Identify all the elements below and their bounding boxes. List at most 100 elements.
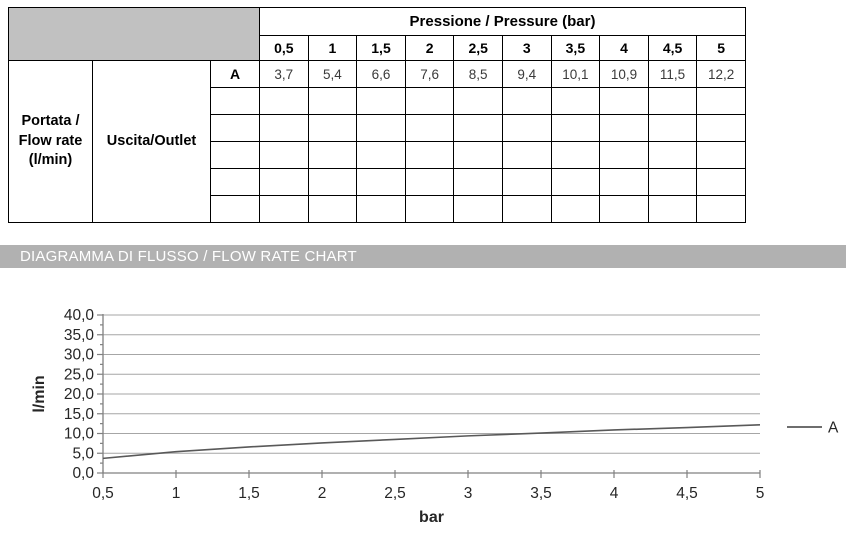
value-cell-r0-c0: 3,7 — [259, 60, 309, 88]
x-tick-label: 1,5 — [238, 485, 260, 502]
y-tick-label: 40,0 — [64, 307, 95, 324]
value-cell-r4-c8 — [647, 168, 698, 196]
section-banner: DIAGRAMMA DI FLUSSO / FLOW RATE CHART — [0, 245, 846, 268]
y-axis-title: l/min — [31, 375, 48, 412]
value-cell-r2-c7 — [599, 114, 649, 142]
x-tick-label: 3 — [464, 485, 473, 502]
value-cell-r2-c0 — [259, 114, 309, 142]
x-axis-title: bar — [419, 509, 444, 526]
flow-rate-chart: 0,0 5,0 10,0 15,0 20,0 25,0 30,0 35,0 40,0 0,5 1 1,… — [31, 307, 839, 526]
value-cell-r4-c9 — [696, 168, 746, 196]
legend-label-A: A — [828, 420, 839, 437]
x-tick-label: 2 — [318, 485, 327, 502]
value-cell-r3-c4 — [453, 141, 503, 169]
row-label-2 — [209, 114, 261, 142]
value-cell-r0-c3: 7,6 — [404, 60, 455, 88]
x-tick-label: 2,5 — [384, 485, 406, 502]
value-cell-r2-c1 — [307, 114, 358, 142]
x-tick-label: 3,5 — [530, 485, 552, 502]
x-tick-label: 1 — [172, 485, 181, 502]
section-banner-title: DIAGRAMMA DI FLUSSO / FLOW RATE CHART — [20, 248, 357, 265]
value-cell-r1-c4 — [453, 87, 503, 115]
value-cell-r5-c7 — [599, 195, 649, 223]
table-body: Pressione / Pressure (bar) 0,5 1 1,5 2 2,5 3 3,… — [7, 7, 746, 223]
x-tick-label: 4 — [610, 485, 619, 502]
pressure-col-8: 4,5 — [647, 35, 698, 61]
value-cell-r5-c9 — [696, 195, 746, 223]
row-label-5 — [209, 195, 261, 223]
value-cell-r3-c3 — [404, 141, 455, 169]
value-cell-r0-c9: 12,2 — [696, 60, 746, 88]
row-label-4 — [209, 168, 261, 196]
flow-rate-table: Pressione / Pressure (bar) 0,5 1 1,5 2 2,5 3 3,… — [7, 7, 746, 223]
value-cell-r5-c2 — [356, 195, 406, 223]
value-cell-r3-c1 — [307, 141, 358, 169]
y-tick-label: 20,0 — [64, 386, 95, 403]
value-cell-r2-c9 — [696, 114, 746, 142]
y-tick-label: 15,0 — [64, 406, 95, 423]
y-tick-label: 30,0 — [64, 347, 95, 364]
value-cell-r0-c8: 11,5 — [647, 60, 698, 88]
value-cell-r5-c0 — [259, 195, 309, 223]
value-cell-r1-c0 — [259, 87, 309, 115]
pressure-col-7: 4 — [599, 35, 649, 61]
pressure-col-0: 0,5 — [259, 35, 309, 61]
pressure-col-6: 3,5 — [550, 35, 601, 61]
value-cell-r3-c0 — [259, 141, 309, 169]
value-cell-r1-c3 — [404, 87, 455, 115]
value-cell-r0-c7: 10,9 — [599, 60, 649, 88]
pressure-col-3: 2 — [404, 35, 455, 61]
x-tick-label: 5 — [756, 485, 765, 502]
value-cell-r1-c7 — [599, 87, 649, 115]
pressure-col-4: 2,5 — [453, 35, 503, 61]
y-tick-label: 35,0 — [64, 327, 95, 344]
value-cell-r3-c7 — [599, 141, 649, 169]
value-cell-r4-c4 — [453, 168, 503, 196]
value-cell-r0-c5: 9,4 — [501, 60, 552, 88]
value-cell-r1-c6 — [550, 87, 601, 115]
value-cell-r2-c8 — [647, 114, 698, 142]
value-cell-r5-c4 — [453, 195, 503, 223]
value-cell-r1-c8 — [647, 87, 698, 115]
value-cell-r1-c2 — [356, 87, 406, 115]
row-label-0: A — [209, 60, 261, 88]
value-cell-r3-c2 — [356, 141, 406, 169]
row-label-3 — [209, 141, 261, 169]
value-cell-r1-c1 — [307, 87, 358, 115]
pressure-col-9: 5 — [696, 35, 746, 61]
value-cell-r4-c0 — [259, 168, 309, 196]
value-cell-r2-c5 — [501, 114, 552, 142]
y-tick-label: 0,0 — [72, 465, 94, 482]
value-cell-r3-c6 — [550, 141, 601, 169]
value-cell-r2-c6 — [550, 114, 601, 142]
value-cell-r0-c1: 5,4 — [307, 60, 358, 88]
value-cell-r5-c6 — [550, 195, 601, 223]
value-cell-r5-c8 — [647, 195, 698, 223]
value-cell-r2-c3 — [404, 114, 455, 142]
value-cell-r5-c5 — [501, 195, 552, 223]
pressure-header-cell: Pressione / Pressure (bar) — [259, 7, 746, 36]
pressure-col-5: 3 — [501, 35, 552, 61]
y-tick-label: 10,0 — [64, 426, 95, 443]
value-cell-r2-c2 — [356, 114, 406, 142]
value-cell-r3-c8 — [647, 141, 698, 169]
value-cell-r4-c1 — [307, 168, 358, 196]
flow-rate-chart-container: 0,0 5,0 10,0 15,0 20,0 25,0 30,0 35,0 40,0 0,5 1 1,… — [0, 296, 846, 536]
value-cell-r2-c4 — [453, 114, 503, 142]
pressure-col-2: 1,5 — [356, 35, 406, 61]
value-cell-r3-c5 — [501, 141, 552, 169]
x-tick-label: 4,5 — [676, 485, 698, 502]
value-cell-r1-c9 — [696, 87, 746, 115]
value-cell-r5-c3 — [404, 195, 455, 223]
y-tick-label: 5,0 — [72, 445, 94, 462]
value-cell-r4-c7 — [599, 168, 649, 196]
series-line-A — [102, 424, 761, 460]
value-cell-r0-c6: 10,1 — [550, 60, 601, 88]
pressure-col-1: 1 — [307, 35, 358, 61]
value-cell-r0-c2: 6,6 — [356, 60, 406, 88]
row-label-1 — [209, 87, 261, 115]
flow-rate-row-header: Portata / Flow rate (l/min) — [8, 60, 93, 223]
value-cell-r4-c6 — [550, 168, 601, 196]
value-cell-r4-c3 — [404, 168, 455, 196]
